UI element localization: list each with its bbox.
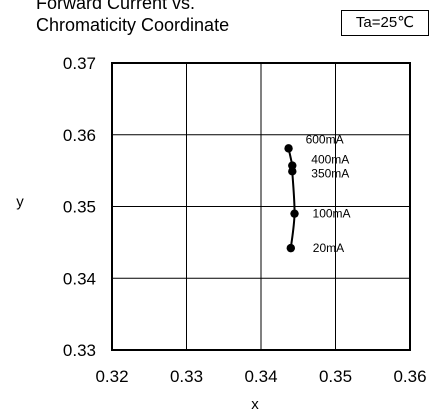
plot-frame: [111, 62, 411, 351]
x-tick-label: 0.33: [170, 367, 203, 386]
y-tick-label: 0.33: [63, 341, 96, 360]
data-point: [286, 243, 295, 253]
data-label: 100mA: [313, 207, 351, 221]
data-label: 20mA: [313, 241, 344, 255]
x-tick-label: 0.32: [95, 367, 128, 386]
data-label: 350mA: [311, 166, 349, 180]
data-point: [288, 161, 297, 170]
data-label: 400mA: [311, 153, 349, 167]
y-tick-label: 0.34: [63, 269, 96, 288]
y-tick-label: 0.36: [63, 126, 96, 145]
chart-title-line2: Chromaticity Coordinate: [36, 15, 230, 35]
chart-title-line1: Forward Current vs.: [36, 0, 196, 13]
data-point: [288, 167, 297, 176]
data-point: [290, 209, 299, 218]
condition-label: Ta=25℃: [341, 10, 429, 36]
x-tick-label: 0.34: [244, 367, 277, 386]
x-tick-label: 0.36: [393, 367, 426, 386]
y-axis-label: y: [16, 194, 24, 211]
y-tick-label: 0.35: [63, 198, 96, 217]
data-label: 600mA: [306, 132, 344, 146]
x-axis-label: x: [251, 396, 259, 412]
data-point: [284, 144, 293, 153]
x-tick-label: 0.35: [319, 367, 352, 386]
y-tick-label: 0.37: [63, 54, 96, 73]
